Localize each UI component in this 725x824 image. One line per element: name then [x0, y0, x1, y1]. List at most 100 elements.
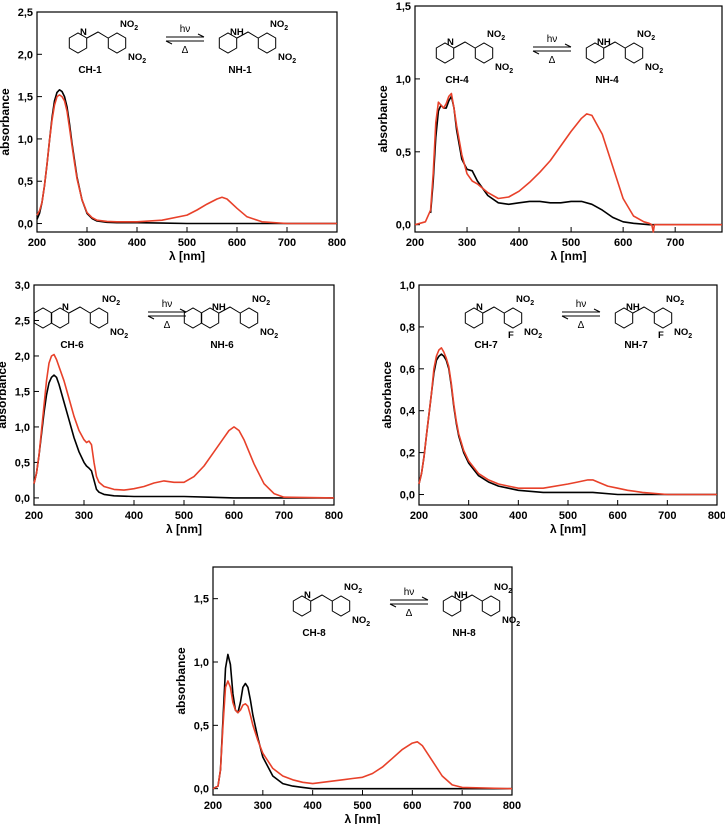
x-tick-label: 400	[510, 237, 528, 249]
nitro-group-label: NO2	[487, 29, 505, 42]
x-tick-label: 300	[78, 237, 96, 249]
nitro-group-label: NO2	[516, 294, 534, 307]
y-tick-label: 0,5	[18, 176, 33, 188]
y-tick-label: 0,6	[400, 364, 415, 376]
plot-frame	[213, 567, 512, 795]
nitro-group-label: NO2	[102, 294, 120, 307]
x-tick-label: 800	[503, 800, 521, 812]
series-line-black	[34, 375, 334, 498]
product-label: NH-1	[228, 65, 252, 76]
series-line-black	[37, 90, 337, 224]
y-axis-label: absorbance	[0, 361, 9, 429]
reactant-structure: N NO2 NO2 CH-8	[293, 582, 370, 639]
y-tick-label: 0,2	[400, 448, 415, 460]
phenyl-ring	[625, 43, 642, 63]
product-structure: NH NO2 NO2 NH-6	[184, 294, 278, 351]
series-line-black	[213, 654, 512, 788]
nitro-group-label: NO2	[524, 327, 542, 340]
reactant-label: CH-6	[60, 340, 84, 351]
nitro-group-label: NO2	[666, 294, 684, 307]
y-tick-label: 2,0	[15, 351, 30, 363]
x-tick-label: 300	[75, 510, 93, 522]
y-tick-label: 0,8	[400, 322, 415, 334]
x-tick-label: 700	[453, 800, 471, 812]
x-tick-label: 400	[303, 800, 321, 812]
y-tick-label: 0,0	[396, 220, 411, 232]
x-tick-label: 200	[28, 237, 46, 249]
back-arrow-label: Δ	[578, 320, 585, 331]
nitro-group-label: NO2	[352, 615, 370, 628]
ring-nitrogen-label: NH	[212, 302, 226, 313]
reactant-label: CH-8	[302, 628, 326, 639]
methylene-bridge	[87, 32, 108, 38]
phenyl-ring	[332, 596, 349, 616]
ring-nitrogen-label: NH	[454, 590, 468, 601]
phenyl-ring	[258, 33, 275, 53]
reactant-label: CH-1	[78, 65, 102, 76]
y-tick-label: 1,5	[18, 92, 33, 104]
back-arrow-label: Δ	[406, 608, 413, 619]
y-tick-label: 0,5	[194, 720, 209, 732]
x-tick-label: 800	[708, 510, 725, 522]
y-tick-label: 1,5	[15, 386, 30, 398]
x-axis-label: λ [nm]	[169, 249, 205, 263]
methylene-bridge	[483, 307, 504, 313]
product-structure: NH NO2 NO2 NH-1	[219, 19, 296, 76]
product-label: NH-6	[210, 340, 234, 351]
reaction-scheme: NNO2NO2FCH-7hνΔNHNO2NO2FNH-7	[465, 294, 692, 351]
x-tick-label: 200	[25, 510, 43, 522]
y-axis-label: absorbance	[0, 88, 12, 156]
x-tick-label: 500	[353, 800, 371, 812]
x-tick-label: 400	[128, 237, 146, 249]
y-tick-label: 1,0	[194, 657, 209, 669]
forward-arrow-label: hν	[576, 299, 587, 310]
y-tick-label: 2,5	[18, 7, 33, 19]
x-tick-label: 600	[228, 237, 246, 249]
reactant-structure: NNO2NO2CH-6	[34, 294, 128, 351]
y-tick-label: 0,5	[396, 147, 411, 159]
series-line-red	[34, 355, 334, 498]
methylene-bridge	[454, 42, 475, 48]
x-tick-label: 700	[278, 237, 296, 249]
series-line-red	[419, 348, 717, 495]
nitro-group-label: NO2	[495, 62, 513, 75]
x-tick-label: 200	[410, 510, 428, 522]
x-tick-label: 200	[204, 800, 222, 812]
reactant-structure: N NO2 NO2 CH-1	[69, 19, 146, 76]
nitro-group-label: NO2	[278, 52, 296, 65]
series-line-red	[37, 95, 337, 224]
x-tick-label: 600	[608, 510, 626, 522]
nitro-group-label: NO2	[270, 19, 288, 32]
x-axis-label: λ [nm]	[551, 249, 587, 263]
fluorine-label: F	[658, 330, 664, 341]
reaction-scheme: N NO2 NO2 CH-4 hν Δ NH NO2 NO2 NH-4	[436, 29, 663, 86]
product-label: NH-7	[624, 340, 648, 351]
x-tick-label: 800	[325, 510, 343, 522]
nitro-group-label: NO2	[502, 615, 520, 628]
y-tick-label: 1,5	[396, 1, 411, 13]
x-axis-label: λ [nm]	[550, 522, 586, 536]
panel-ch1-nh1: 200 300 400 500 600 700 800 0,0 0,5 1,0 1,5 2,0 2,5 λ…	[0, 7, 346, 263]
phenyl-ring	[240, 308, 257, 328]
nitro-group-label: NO2	[494, 582, 512, 595]
back-arrow-label: Δ	[182, 45, 189, 56]
x-tick-label: 700	[275, 510, 293, 522]
plot-frame	[415, 6, 722, 232]
product-label: NH-4	[595, 75, 619, 86]
phenyl-ring	[654, 308, 671, 328]
x-tick-label: 200	[406, 237, 424, 249]
ring-nitrogen-label: NH	[626, 302, 640, 313]
x-tick-label: 500	[562, 237, 580, 249]
methylene-bridge	[311, 595, 332, 601]
x-tick-label: 500	[175, 510, 193, 522]
forward-arrow-label: hν	[547, 34, 558, 45]
ring-nitrogen-label: N	[62, 302, 69, 313]
x-axis-label: λ [nm]	[345, 812, 381, 824]
nitro-group-label: NO2	[637, 29, 655, 42]
series-line-black	[419, 354, 717, 494]
reaction-scheme: NNO2NO2CH-1hνΔNHNO2NO2NH-1	[69, 19, 296, 76]
x-tick-label: 500	[559, 510, 577, 522]
x-tick-label: 400	[509, 510, 527, 522]
y-axis-label: absorbance	[174, 647, 188, 715]
